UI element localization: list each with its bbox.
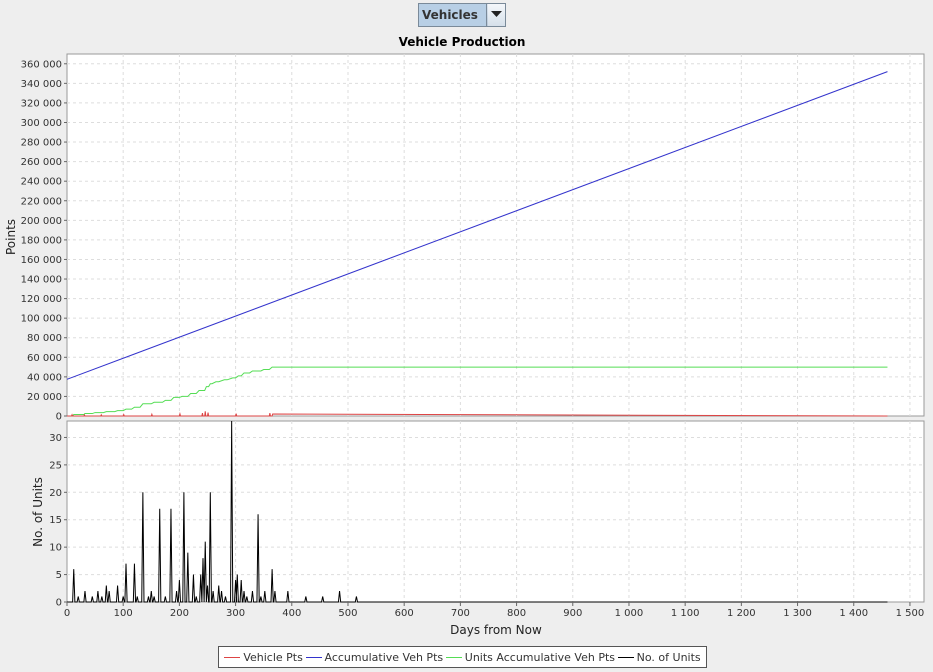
x-tick-label: 900 (563, 608, 582, 619)
x-tick-label: 0 (64, 608, 70, 619)
chart-selector-value: Vehicles (419, 4, 487, 26)
y-tick-label: 100 000 (21, 314, 62, 325)
x-tick-label: 300 (226, 608, 245, 619)
y-tick-label: 300 000 (21, 118, 62, 129)
x-tick-label: 1 500 (896, 608, 925, 619)
y-tick-label: 220 000 (21, 196, 62, 207)
legend-item: Units Accumulative Veh Pts (445, 650, 616, 664)
y-tick-label: 340 000 (21, 79, 62, 90)
y-tick-label: 180 000 (21, 235, 62, 246)
y-tick-label: 20 (49, 488, 62, 499)
y-tick-label: 320 000 (21, 98, 62, 109)
x-tick-label: 1 400 (839, 608, 868, 619)
series-line-no-of-units (67, 420, 888, 603)
x-tick-label: 400 (282, 608, 301, 619)
series-line-units-accumulative-veh-pts (67, 366, 888, 417)
y-tick-label: 60 000 (27, 353, 62, 364)
y-tick-label: 240 000 (21, 177, 62, 188)
series-line-vehicle-pts (67, 411, 888, 417)
y-tick-label: 160 000 (21, 255, 62, 266)
y-tick-label: 360 000 (21, 59, 62, 70)
legend-swatch (305, 656, 322, 658)
x-tick-label: 1 000 (615, 608, 644, 619)
y-tick-label: 260 000 (21, 157, 62, 168)
y-tick-label: 0 (56, 412, 62, 423)
y-tick-label: 280 000 (21, 138, 62, 149)
legend-label: No. of Units (636, 650, 701, 664)
y-tick-label: 80 000 (27, 333, 62, 344)
y-tick-label: 30 (49, 433, 62, 444)
series-line-accumulative-veh-pts (66, 71, 888, 380)
legend-label: Accumulative Veh Pts (324, 650, 444, 664)
y-tick-label: 20 000 (27, 392, 62, 403)
y-tick-label: 25 (49, 460, 62, 471)
x-tick-label: 700 (451, 608, 470, 619)
y-tick-label: 0 (56, 598, 62, 609)
y-tick-label: 40 000 (27, 372, 62, 383)
chart-selector-dropdown[interactable]: Vehicles (418, 3, 506, 27)
x-tick-label: 200 (170, 608, 189, 619)
legend-label: Vehicle Pts (243, 650, 303, 664)
y-tick-label: 140 000 (21, 275, 62, 286)
x-tick-label: 1 100 (671, 608, 700, 619)
x-tick-label: 600 (395, 608, 414, 619)
chart-legend: Vehicle Pts Accumulative Veh Pts Units Acc… (218, 646, 707, 668)
legend-swatch (445, 656, 462, 658)
y-tick-label: 10 (49, 543, 62, 554)
x-tick-label: 100 (114, 608, 133, 619)
y-tick-label: 5 (56, 570, 62, 581)
y-tick-label: 120 000 (21, 294, 62, 305)
legend-item: No. of Units (617, 650, 701, 664)
legend-label: Units Accumulative Veh Pts (464, 650, 616, 664)
legend-item: Accumulative Veh Pts (305, 650, 444, 664)
x-tick-label: 1 300 (783, 608, 812, 619)
legend-swatch (617, 656, 634, 658)
chevron-down-icon[interactable] (488, 4, 505, 26)
x-tick-label: 500 (338, 608, 357, 619)
x-tick-label: 1 200 (727, 608, 756, 619)
y-tick-label: 200 000 (21, 216, 62, 227)
top-y-axis-label: Points (4, 219, 18, 255)
chart-title: Vehicle Production (399, 35, 526, 49)
top-panel-plot-area (66, 53, 925, 417)
y-tick-label: 15 (49, 515, 62, 526)
legend-swatch (224, 656, 241, 658)
bottom-y-axis-label: No. of Units (31, 477, 45, 547)
x-tick-label: 800 (507, 608, 526, 619)
legend-item: Vehicle Pts (224, 651, 303, 664)
x-axis-label: Days from Now (450, 623, 542, 637)
